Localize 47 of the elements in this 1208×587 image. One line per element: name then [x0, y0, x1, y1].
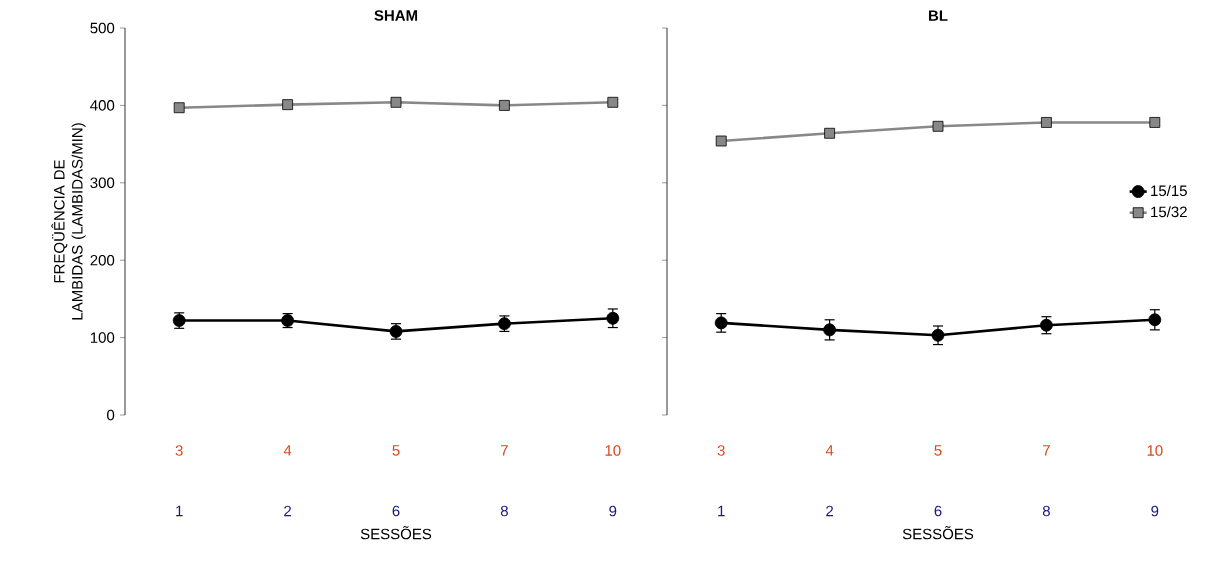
- x-tick-label: 5: [934, 445, 942, 456]
- x-axis-title: SESSÕES: [360, 526, 432, 540]
- x-tick-label: 10: [605, 445, 621, 456]
- point: [499, 100, 510, 111]
- point: [715, 135, 727, 147]
- point: [823, 323, 837, 337]
- x-tick-label: 3: [717, 445, 725, 456]
- text: 8: [500, 505, 508, 517]
- x-tick-label: 3: [175, 445, 183, 456]
- point: [931, 328, 945, 342]
- y-tick-label: 100: [90, 332, 115, 343]
- x-tick-label: 10: [1147, 445, 1163, 456]
- text: 9: [1151, 505, 1159, 517]
- y-axis-title: FREQÜÊNCIA DE LAMBIDAS (LAMBIDAS/MIN): [51, 123, 86, 320]
- point: [390, 96, 402, 108]
- y-tick-label: 200: [90, 254, 115, 266]
- x-tick-label: 7: [501, 445, 508, 456]
- point: [824, 127, 836, 139]
- point: [1149, 117, 1161, 128]
- point: [173, 102, 185, 114]
- text: 9: [609, 505, 617, 517]
- point: [1148, 313, 1162, 327]
- x-tick-label: 5: [392, 445, 400, 456]
- text: 1: [718, 505, 725, 517]
- chart-title: BL: [929, 10, 948, 21]
- legend-label: 15/15: [1151, 185, 1187, 197]
- x-tick-label: 4: [283, 445, 292, 456]
- point: [932, 120, 944, 132]
- y-tick-label: 500: [90, 22, 115, 34]
- text: 1: [176, 505, 183, 517]
- x-tick-label: 4: [825, 445, 834, 456]
- point: [1041, 117, 1052, 128]
- y-tick-label: 400: [90, 100, 115, 111]
- chart-title: SHAM: [374, 10, 418, 21]
- text: 6: [934, 505, 942, 517]
- x-axis-title: SESSÕES: [902, 526, 974, 540]
- y-tick-label: 0: [107, 409, 115, 421]
- legend-label: 15/32: [1151, 206, 1187, 218]
- text: 8: [1042, 505, 1050, 517]
- text: 6: [392, 505, 400, 517]
- point: [607, 96, 619, 108]
- point: [606, 311, 620, 325]
- text: 2: [284, 505, 292, 517]
- x-tick-label: 7: [1043, 445, 1050, 456]
- point: [282, 99, 293, 111]
- y-tick-label: 300: [90, 177, 115, 189]
- text: 2: [826, 505, 834, 517]
